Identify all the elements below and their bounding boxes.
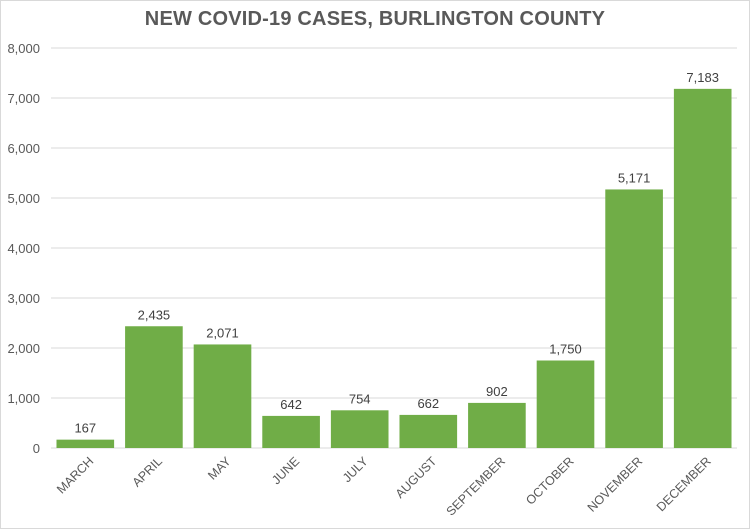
chart-title: NEW COVID-19 CASES, BURLINGTON COUNTY [144,8,606,30]
x-tick-label: JUNE [269,454,302,487]
x-axis-categories: MARCH APRIL MAY JUNE JULY AUGUST SEPTEMBER OCTO… [54,454,714,519]
y-tick-label: 5,000 [7,191,40,206]
x-tick-label: MAY [205,454,234,483]
x-tick-label: MARCH [54,454,96,496]
bar-august [399,414,458,448]
data-label: 5,171 [618,170,651,185]
bar-december [673,88,732,448]
data-label: 902 [486,384,508,399]
bar-may [193,344,252,448]
data-label: 2,435 [138,307,171,322]
x-tick-label: DECEMBER [654,454,714,514]
bar-june [262,415,320,448]
y-tick-label: 8,000 [7,41,40,56]
data-label: 754 [349,391,371,406]
x-tick-label: OCTOBER [523,454,576,507]
bar-march [56,439,115,448]
data-label: 662 [417,396,439,411]
y-tick-label: 0 [33,441,40,456]
y-tick-label: 7,000 [7,91,40,106]
x-tick-label: SEPTEMBER [444,454,508,518]
bar-september [468,402,526,448]
bar-july [330,410,389,448]
bars [56,88,732,448]
bar-november [605,189,663,448]
bar-april [125,326,183,448]
bar-october [536,360,595,448]
data-labels: 167 2,435 2,071 642 754 662 902 1,750 5,171 7,183 [74,70,719,436]
data-label: 7,183 [686,70,719,85]
y-tick-label: 4,000 [7,241,40,256]
data-label: 167 [74,421,96,436]
x-tick-label: APRIL [130,454,165,489]
y-axis-ticks: 0 1,000 2,000 3,000 4,000 5,000 6,000 7,000 8,00… [7,41,40,456]
data-label: 2,071 [206,325,239,340]
x-tick-label: AUGUST [393,454,440,501]
data-label: 1,750 [549,342,582,357]
x-tick-label: JULY [340,454,371,485]
y-tick-label: 6,000 [7,141,40,156]
y-tick-label: 2,000 [7,341,40,356]
y-tick-label: 1,000 [7,391,40,406]
y-tick-label: 3,000 [7,291,40,306]
x-tick-label: NOVEMBER [585,454,645,514]
data-label: 642 [280,397,302,412]
